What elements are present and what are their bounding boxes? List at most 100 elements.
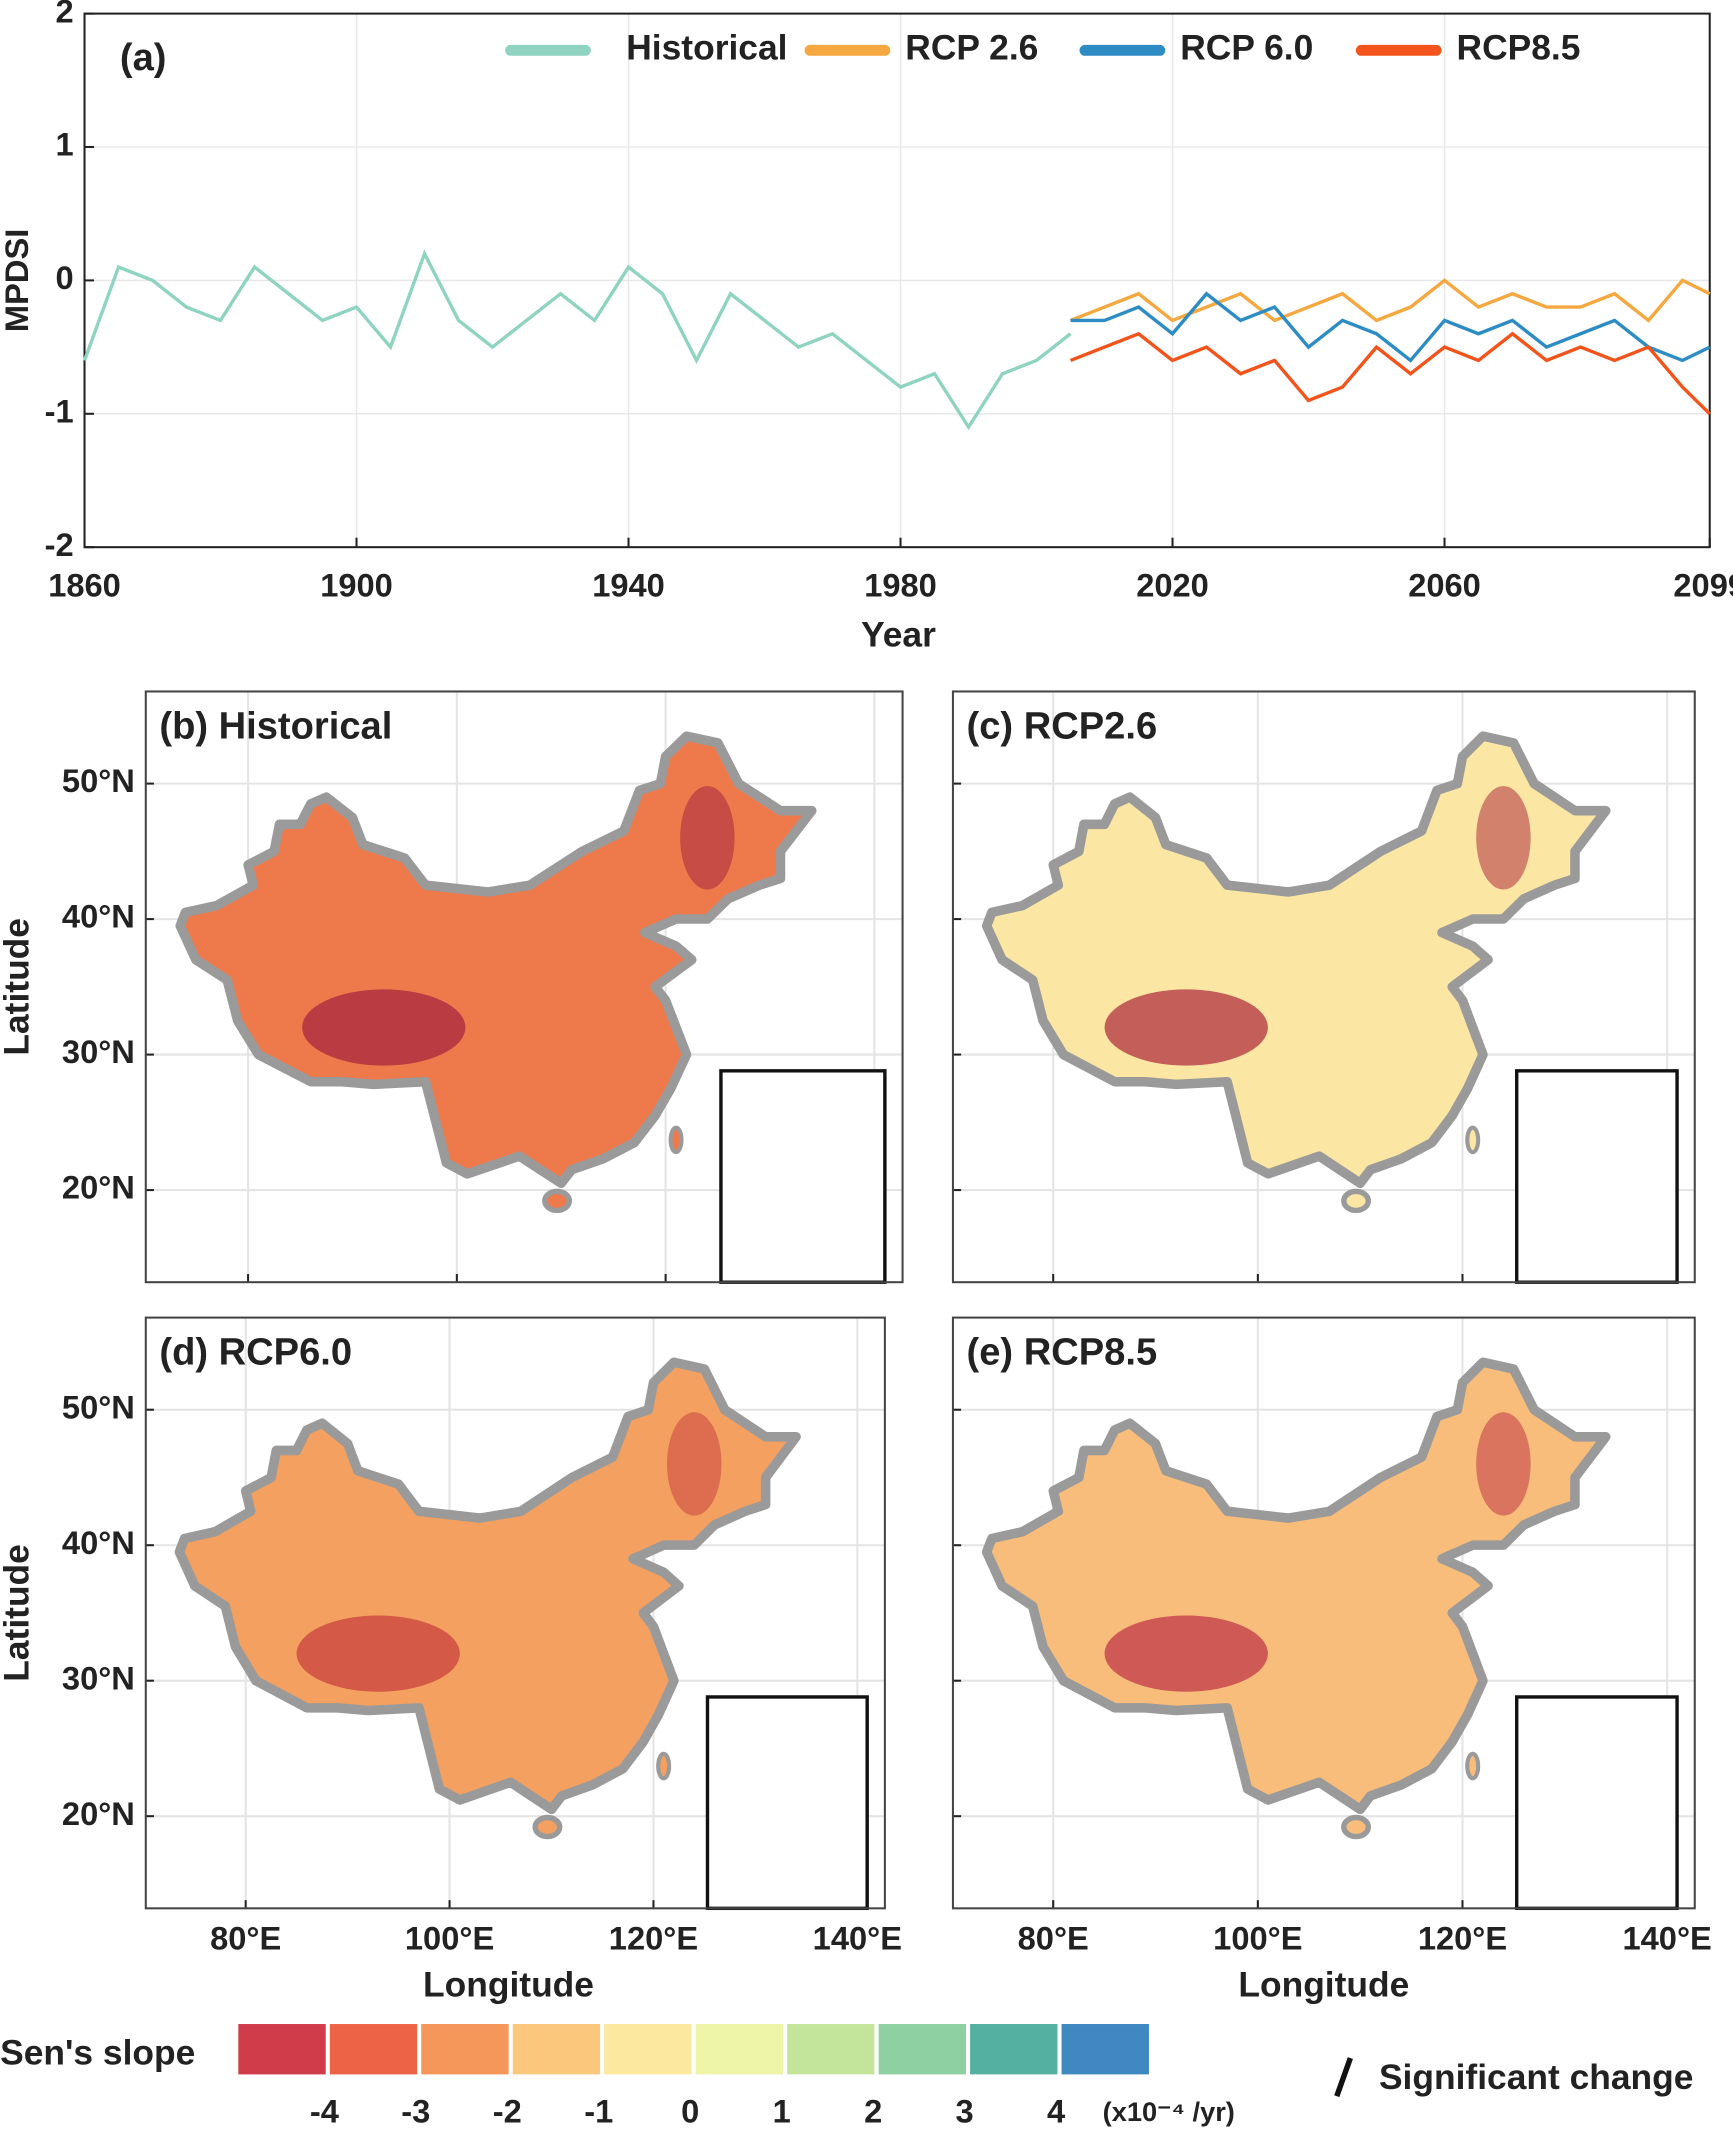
y-axis-title: Latitude <box>0 918 37 1056</box>
colorbar-title: Sen's slope <box>0 2034 195 2073</box>
map-panel: 80°E 100°E 120°E 140°E 20°N 30°N 40°N 50°N (d) R… <box>0 1316 902 2005</box>
x-tick-label: 1940 <box>592 567 665 604</box>
dry-region <box>680 786 735 890</box>
y-tick-label: 1 <box>55 126 73 163</box>
y-axis-title: Latitude <box>0 1544 37 1682</box>
x-axis-title: Longitude <box>1238 1966 1409 2005</box>
y-tick-label: 0 <box>55 259 73 296</box>
x-tick-label: 1900 <box>320 567 393 604</box>
island <box>542 1188 573 1214</box>
y-axis-title: MPDSI <box>0 229 35 332</box>
country-outline <box>174 1357 801 1815</box>
colorbar-tick-label: -3 <box>401 2092 430 2129</box>
y-tick-label: 30°N <box>62 1659 135 1696</box>
island <box>1465 1751 1481 1781</box>
panel-title: (d) RCP6.0 <box>159 1331 352 1373</box>
y-tick-label: 40°N <box>62 1524 135 1561</box>
colorbar-tick-label: 3 <box>956 2092 974 2129</box>
colorbar-swatch <box>1061 2024 1149 2075</box>
inset-frame <box>705 1695 869 1911</box>
x-tick-label: 140°E <box>813 1920 902 1957</box>
colorbar-swatch <box>421 2024 509 2075</box>
plot-frame <box>83 12 1711 549</box>
map-frame <box>951 690 1696 1284</box>
legend-label: RCP8.5 <box>1457 29 1581 68</box>
panel-label: (a) <box>120 37 167 79</box>
colorbar-tick-label: 4 <box>1047 2092 1065 2129</box>
x-axis-title: Year <box>861 615 936 654</box>
country-outline <box>981 731 1611 1189</box>
x-tick-label: 1980 <box>864 567 937 604</box>
map-frame <box>144 690 904 1284</box>
map-frame <box>951 1316 1696 1910</box>
legend-label: Historical <box>626 29 787 68</box>
x-tick-label: 100°E <box>405 1920 494 1957</box>
panel-title: (b) Historical <box>159 705 392 747</box>
x-tick-label: 2020 <box>1136 567 1209 604</box>
panel-title: (c) RCP2.6 <box>967 705 1158 747</box>
island <box>532 1814 563 1840</box>
x-tick-label: 1860 <box>48 567 121 604</box>
dry-region <box>1104 989 1268 1066</box>
map-panel: (c) RCP2.6 <box>951 690 1696 1284</box>
colorbar-swatch <box>970 2024 1058 2075</box>
colorbar-swatch <box>604 2024 692 2075</box>
map-panel: 20°N 30°N 40°N 50°N (b) Historical Latitude <box>0 690 904 1284</box>
island <box>1341 1814 1372 1840</box>
dry-region <box>302 989 466 1066</box>
dry-region <box>1104 1615 1268 1692</box>
country-outline <box>981 1357 1611 1815</box>
significance-symbol <box>1334 2057 1353 2098</box>
colorbar-tick-label: -4 <box>310 2092 339 2129</box>
series-line <box>1070 291 1711 363</box>
colorbar-swatch <box>329 2024 418 2075</box>
dry-region <box>667 1412 722 1516</box>
x-tick-label: 2099 <box>1673 567 1733 604</box>
legend-label: RCP 6.0 <box>1180 29 1313 68</box>
y-tick-label: -1 <box>45 392 74 429</box>
inset-frame <box>719 1069 887 1284</box>
inset-frame <box>1515 1069 1679 1284</box>
x-tick-label: 100°E <box>1213 1920 1302 1957</box>
colorbar-swatch <box>238 2024 326 2075</box>
y-tick-label: 50°N <box>62 1388 135 1425</box>
map-panel: 80°E 100°E 120°E 140°E (e) RCP8.5 Longitude <box>951 1316 1712 2005</box>
colorbar-swatch <box>695 2024 784 2075</box>
x-tick-label: 140°E <box>1622 1920 1711 1957</box>
dry-region <box>1476 786 1531 890</box>
x-axis-title: Longitude <box>423 1966 594 2005</box>
colorbar-swatch <box>787 2024 875 2075</box>
country-outline <box>175 731 817 1189</box>
y-tick-label: 20°N <box>62 1795 135 1832</box>
colorbar-tick-label: 0 <box>681 2092 699 2129</box>
y-tick-label: -2 <box>45 526 74 563</box>
significance-label: Significant change <box>1379 2058 1693 2097</box>
x-tick-label: 120°E <box>609 1920 698 1957</box>
colorbar-tick-label: 1 <box>773 2092 791 2129</box>
island <box>668 1125 684 1155</box>
x-tick-label: 2060 <box>1408 567 1481 604</box>
series-line <box>82 249 1072 431</box>
x-tick-label: 120°E <box>1418 1920 1507 1957</box>
x-tick-label: 80°E <box>1018 1920 1089 1957</box>
colorbar-swatch <box>512 2024 601 2075</box>
colorbar-tick-label: 2 <box>864 2092 882 2129</box>
island <box>656 1751 672 1781</box>
series-line <box>1069 331 1711 416</box>
y-tick-label: 20°N <box>62 1169 135 1206</box>
panel-title: (e) RCP8.5 <box>967 1331 1158 1373</box>
colorbar-swatch <box>878 2024 966 2075</box>
y-tick-label: 50°N <box>62 762 135 799</box>
x-tick-label: 80°E <box>210 1920 281 1957</box>
series-line <box>1069 278 1711 323</box>
inset-frame <box>1515 1695 1679 1911</box>
island <box>1341 1188 1372 1214</box>
colorbar-unit: (x10⁻⁴ /yr) <box>1103 2096 1235 2127</box>
map-frame <box>144 1316 886 1910</box>
colorbar-tick-label: -1 <box>584 2092 613 2129</box>
dry-region <box>296 1615 460 1692</box>
legend-label: RCP 2.6 <box>905 29 1038 68</box>
y-tick-label: 30°N <box>62 1033 135 1070</box>
island <box>1465 1125 1481 1155</box>
